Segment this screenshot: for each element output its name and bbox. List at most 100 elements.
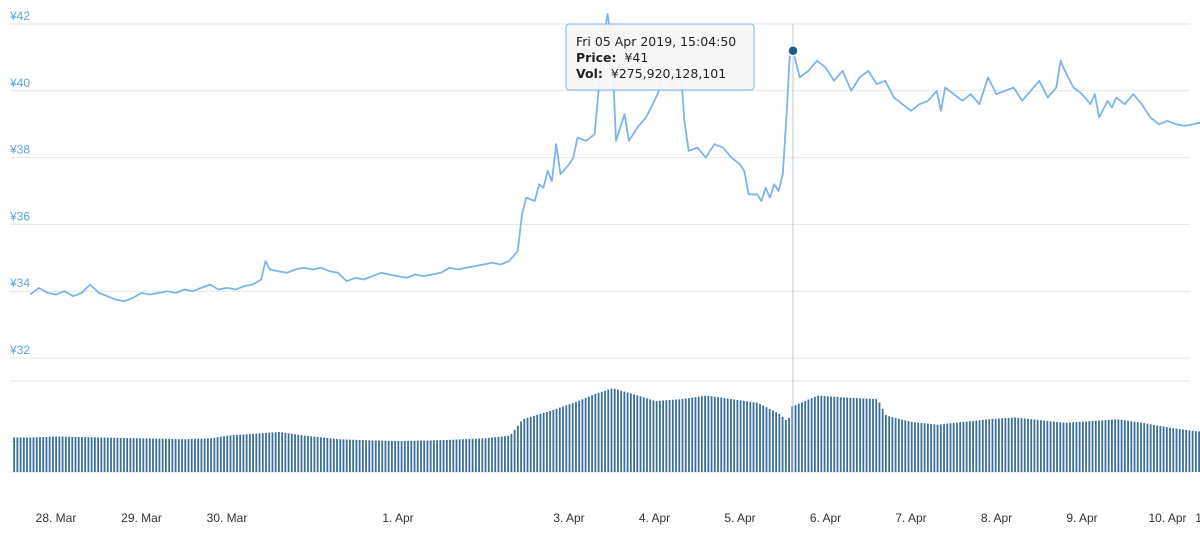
volume-bar [190, 439, 193, 472]
volume-bar [400, 441, 403, 472]
volume-bar [952, 422, 955, 472]
x-tick-label: 5. Apr [724, 511, 755, 525]
volume-bar [361, 440, 364, 472]
volume-bar [597, 392, 600, 472]
volume-bar [684, 398, 687, 472]
volume-bar [300, 435, 303, 472]
volume-bar [707, 395, 710, 472]
volume-bar [158, 438, 161, 472]
volume-bar [1162, 426, 1165, 472]
volume-bar [1104, 420, 1107, 472]
volume-bar [671, 399, 674, 472]
volume-bar [813, 396, 816, 472]
volume-bar [1156, 425, 1159, 472]
volume-bar [74, 436, 77, 472]
volume-bar [432, 440, 435, 472]
volume-bar [332, 438, 335, 472]
volume-bar [772, 410, 774, 472]
volume-bar [1194, 431, 1197, 472]
volume-bar [765, 407, 768, 472]
x-tick-label: 3. Apr [553, 511, 584, 525]
x-tick-label: 30. Mar [207, 511, 248, 525]
volume-bar [1091, 420, 1094, 472]
hover-point[interactable] [787, 44, 799, 57]
volume-bar [436, 440, 439, 472]
volume-bar [168, 438, 171, 472]
volume-bar [901, 419, 903, 472]
volume-bar [681, 398, 684, 472]
volume-bar [726, 398, 729, 472]
volume-bar [397, 441, 400, 472]
volume-bar [77, 436, 80, 472]
volume-bar [700, 396, 703, 472]
volume-bar [465, 439, 468, 472]
price-line[interactable] [29, 13, 1200, 303]
volume-bar [536, 414, 539, 472]
volume-bar [991, 418, 994, 472]
volume-bar [55, 436, 58, 472]
volume-bar [410, 440, 413, 472]
volume-bar [216, 437, 219, 472]
x-tick-label: 6. Apr [810, 511, 841, 525]
tooltip: Fri 05 Apr 2019, 15:04:50 Price: ¥41 Vol… [565, 23, 755, 91]
volume-bar [236, 434, 238, 472]
volume-bar [978, 420, 981, 472]
volume-bar [610, 388, 613, 472]
volume-bar [187, 439, 190, 472]
volume-bar [145, 438, 148, 472]
volume-bar [956, 422, 958, 472]
volume-bar [110, 437, 112, 472]
volume-bar [174, 439, 177, 472]
volume-bar [449, 439, 451, 472]
volume-bar [97, 437, 99, 472]
volume-bar [713, 396, 716, 472]
volume-bar [888, 416, 891, 472]
volume-bar [1123, 420, 1126, 472]
volume-bar [326, 437, 329, 472]
volume-bar [278, 431, 280, 472]
volume-bar [274, 432, 277, 472]
volume-bar [232, 435, 235, 472]
volume-bar [810, 398, 813, 472]
volume-bar [32, 437, 35, 472]
volume-bar [365, 440, 367, 472]
volume-bar [962, 421, 965, 472]
volume-bar [607, 389, 610, 472]
volume-bar [61, 436, 64, 472]
volume-bar [804, 400, 807, 472]
volume-bar [123, 437, 125, 472]
volume-bar [733, 399, 736, 472]
volume-bar [1149, 424, 1152, 472]
volume-bar [865, 398, 868, 472]
x-tick-label: 12:00 [1195, 511, 1200, 525]
volume-bar [384, 440, 387, 472]
volume-bar [781, 416, 784, 472]
volume-bar [1185, 429, 1188, 472]
volume-bar [242, 434, 245, 472]
volume-bar [565, 405, 568, 472]
volume-bar [826, 396, 829, 472]
volume-bar [943, 423, 945, 472]
volume-bar [794, 405, 797, 472]
volume-bar [862, 398, 865, 472]
volume-bar [268, 432, 271, 472]
volume-bar [403, 440, 406, 472]
volume-bar [126, 438, 129, 472]
volume-bar [1036, 419, 1039, 472]
volume-bar [600, 391, 603, 472]
volume-bar [526, 417, 529, 472]
volume-bar [468, 438, 471, 472]
volume-bar [355, 439, 358, 472]
volume-bar [639, 396, 642, 472]
volume-bar [988, 419, 991, 472]
volume-bar [843, 397, 845, 472]
volume-bar [859, 398, 861, 472]
volume-bar [84, 437, 87, 472]
volume-bar [35, 437, 38, 472]
volume-bar [575, 401, 577, 472]
volume-bar [736, 399, 739, 472]
volume-bar [897, 418, 900, 472]
x-tick-label: 29. Mar [121, 511, 162, 525]
volume-bar [1165, 427, 1168, 472]
